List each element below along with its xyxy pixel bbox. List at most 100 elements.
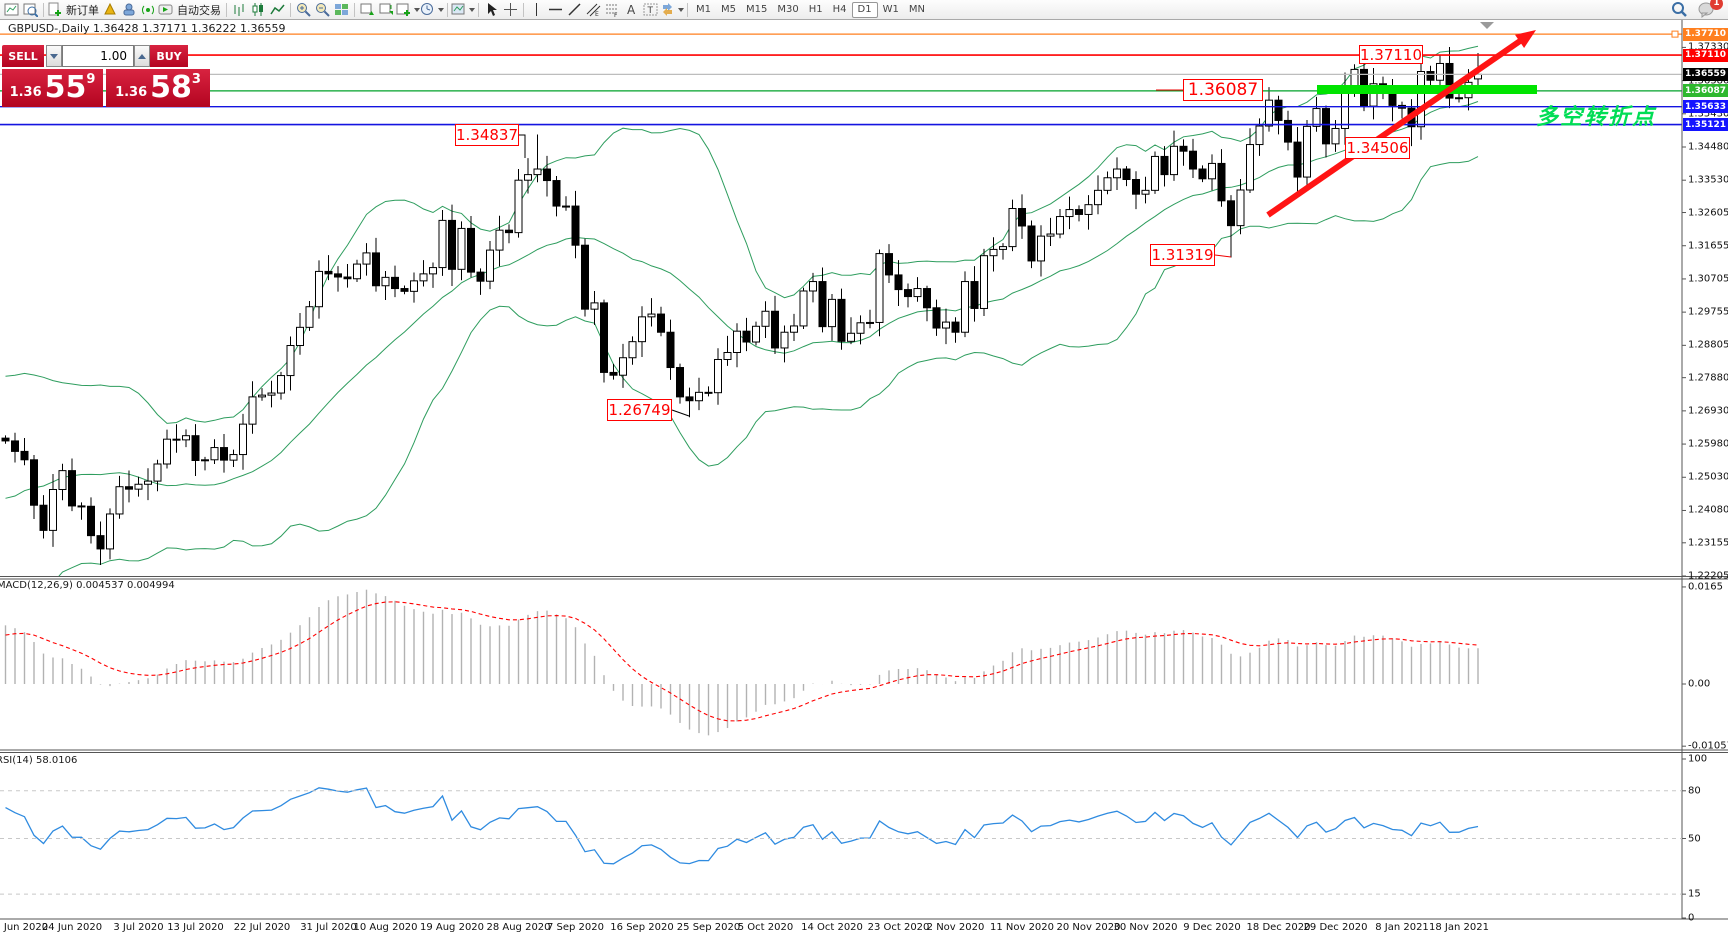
price-axis-tick: 1.33530	[1688, 174, 1728, 186]
timeframe-button-W1[interactable]: W1	[882, 3, 899, 15]
timeframe-button-H4[interactable]: H4	[832, 3, 847, 15]
timeframe-button-M30[interactable]: M30	[777, 3, 799, 15]
volume-increase-button[interactable]	[134, 45, 150, 67]
macd-axis-tick: 0.0165	[1688, 581, 1723, 593]
sell-quote-panel[interactable]: 1.36 55 9	[2, 69, 103, 107]
volume-input[interactable]	[62, 45, 134, 67]
price-axis-tick: 1.22205	[1688, 570, 1728, 582]
periods-icon[interactable]	[420, 1, 444, 19]
svg-text:T: T	[647, 6, 654, 16]
timeframe-button-M1[interactable]: M1	[696, 3, 711, 15]
timeframe-button-D1[interactable]: D1	[851, 1, 878, 18]
cursor-icon[interactable]	[482, 1, 501, 19]
autotrading-icon	[158, 4, 173, 15]
line-chart-icon[interactable]	[268, 1, 287, 19]
profiles-icon[interactable]	[21, 1, 40, 19]
rsi-axis-tick: 0	[1688, 912, 1695, 924]
price-annotation-1.34837: 1.34837	[455, 124, 519, 146]
price-tag-1.37710: 1.37710	[1683, 27, 1728, 41]
sell-button[interactable]: SELL	[2, 45, 44, 67]
price-axis-tick: 1.25030	[1688, 471, 1728, 483]
notifications-icon[interactable]: 1	[1697, 0, 1723, 19]
timeframe-button-M5[interactable]: M5	[721, 3, 736, 15]
macd-axis-tick: 0.00	[1688, 678, 1711, 690]
crosshair-icon[interactable]	[501, 1, 520, 19]
zoom-in-icon[interactable]	[294, 1, 313, 19]
date-axis-label: 13 Jul 2020	[167, 922, 224, 933]
bar-chart-icon[interactable]	[230, 1, 249, 19]
price-axis-tick: 1.24080	[1688, 504, 1728, 516]
horizontal-line-icon[interactable]	[546, 1, 565, 19]
metaeditor-icon[interactable]	[101, 1, 120, 19]
indicators-icon[interactable]	[396, 1, 420, 19]
rsi-axis-tick: 15	[1688, 888, 1701, 900]
date-axis-label: 25 Sep 2020	[676, 922, 741, 933]
toolbar-separator	[447, 2, 448, 17]
date-axis-label: 30 Nov 2020	[1113, 922, 1178, 933]
date-axis-label: 7 Sep 2020	[546, 922, 605, 933]
toolbar-separator	[687, 2, 688, 17]
text-label-icon[interactable]: T	[641, 1, 660, 19]
date-axis-label: 28 Aug 2020	[486, 922, 551, 933]
autotrading-button[interactable]: 自动交易	[158, 1, 223, 19]
price-axis-tick: 1.32605	[1688, 207, 1728, 219]
volume-decrease-button[interactable]	[46, 45, 62, 67]
price-axis-tick: 1.27880	[1688, 372, 1728, 384]
macd-indicator-label: MACD(12,26,9) 0.004537 0.004994	[0, 580, 175, 591]
date-axis-label: 22 Jul 2020	[233, 922, 291, 933]
date-axis-label: 5 Oct 2020	[737, 922, 794, 933]
search-icon[interactable]	[1670, 1, 1689, 19]
text-icon[interactable]: A	[622, 1, 641, 19]
chevron-down-icon	[438, 7, 444, 12]
date-axis-label: 10 Aug 2020	[353, 922, 418, 933]
date-axis-label: 2 Nov 2020	[926, 922, 985, 933]
timeframe-button-MN[interactable]: MN	[908, 3, 925, 15]
triangle-up-icon	[138, 53, 146, 59]
turning-point-text: 多空转折点	[1536, 105, 1657, 130]
templates-icon[interactable]	[451, 1, 475, 19]
date-axis-label: 23 Oct 2020	[867, 922, 930, 933]
buy-button[interactable]: BUY	[150, 45, 188, 67]
price-tag-1.35121: 1.35121	[1683, 118, 1728, 132]
chevron-down-icon	[678, 7, 684, 12]
new-order-icon	[48, 2, 61, 16]
price-axis-tick: 1.28805	[1688, 339, 1728, 351]
date-axis-label: 19 Aug 2020	[419, 922, 485, 933]
notification-badge: 1	[1710, 0, 1723, 10]
buy-price-figure: 1.36	[115, 85, 148, 100]
candlestick-icon[interactable]	[249, 1, 268, 19]
zoom-out-icon[interactable]	[313, 1, 332, 19]
arrange-windows-icon[interactable]	[358, 1, 377, 19]
price-axis-tick: 1.26930	[1688, 405, 1728, 417]
tile-windows-icon[interactable]	[332, 1, 351, 19]
experts-icon[interactable]	[120, 1, 139, 19]
new-order-label: 新订单	[66, 3, 99, 17]
sell-price-figure: 1.36	[9, 85, 42, 100]
svg-text:F: F	[614, 12, 618, 17]
buy-price-point: 3	[191, 72, 201, 87]
shapes-icon[interactable]	[660, 1, 684, 19]
trendline-icon[interactable]	[565, 1, 584, 19]
charts-icon[interactable]	[2, 1, 21, 19]
buy-quote-panel[interactable]: 1.36 58 3	[106, 69, 210, 107]
price-tag-1.37110: 1.37110	[1683, 48, 1728, 62]
signals-icon[interactable]	[139, 1, 158, 19]
price-axis-tick: 1.29755	[1688, 306, 1728, 318]
toolbar-separator	[43, 2, 44, 17]
toolbar-separator	[290, 2, 291, 17]
timeframe-button-H1[interactable]: H1	[808, 3, 823, 15]
toolbar: 新订单 自动交易 E F A T M1 M5 M15 M30 H1 H4 D1 W1 MN 1	[0, 0, 1728, 20]
timeframe-group: M1 M5 M15 M30 H1 H4 D1 W1 MN	[691, 1, 930, 18]
macd-axis-tick: -0.010571	[1688, 740, 1728, 752]
fibonacci-icon[interactable]: F	[603, 1, 622, 19]
channel-icon[interactable]: E	[584, 1, 603, 19]
cascade-windows-icon[interactable]	[377, 1, 396, 19]
price-axis-tick: 1.23155	[1688, 537, 1728, 549]
vertical-line-icon[interactable]	[527, 1, 546, 19]
date-axis-label: 9 Dec 2020	[1183, 922, 1241, 933]
timeframe-button-M15[interactable]: M15	[746, 3, 768, 15]
one-click-trading-panel: SELL BUY 1.36 55 9 1.36 58 3	[2, 44, 212, 108]
toolbar-right-group: 1	[1670, 0, 1726, 19]
new-order-button[interactable]: 新订单	[47, 1, 101, 19]
